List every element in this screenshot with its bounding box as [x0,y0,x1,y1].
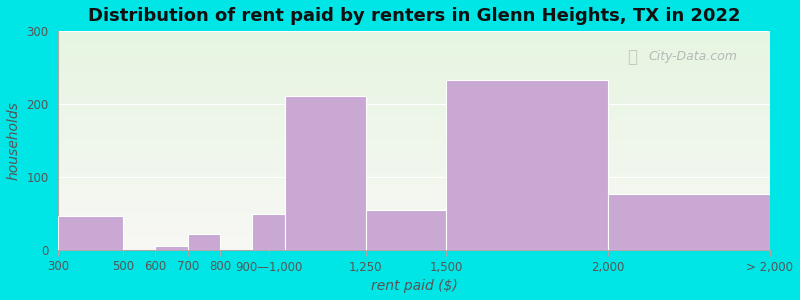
Bar [58,216,123,250]
Bar [188,234,220,250]
X-axis label: rent paid ($): rent paid ($) [370,279,458,293]
Bar [285,97,366,250]
Bar [446,80,608,250]
Bar [608,194,770,250]
Y-axis label: households: households [7,101,21,180]
Title: Distribution of rent paid by renters in Glenn Heights, TX in 2022: Distribution of rent paid by renters in … [88,7,740,25]
Bar [253,214,285,250]
Text: Ⓜ: Ⓜ [627,48,638,66]
Text: City-Data.com: City-Data.com [649,50,738,64]
Bar [155,246,188,250]
Bar [366,210,446,250]
